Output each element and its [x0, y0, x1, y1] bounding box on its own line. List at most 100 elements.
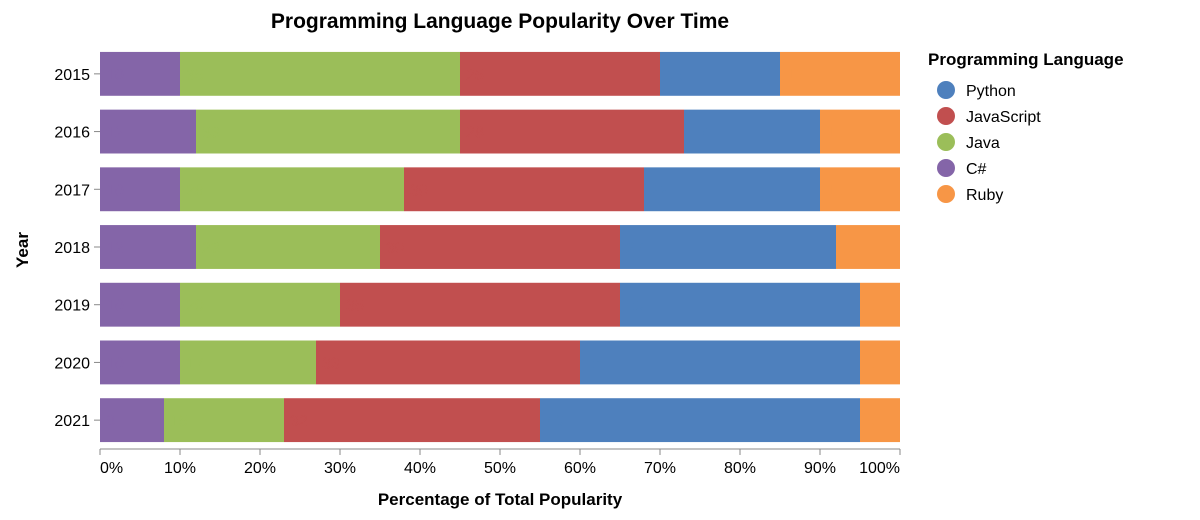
x-tick-label-9: 90% [804, 460, 836, 477]
bar-python-2017 [644, 167, 820, 212]
bar-label-javascript-2016: 28 [466, 125, 484, 142]
y-axis: 2015 2016 2017 2018 2019 2020 2021 [54, 67, 100, 430]
y-tick-label-2018: 2018 [54, 240, 90, 257]
bar-label-javascript-2018: 30 [386, 240, 404, 257]
bar-ruby-2021 [860, 398, 900, 443]
bar-label-javascript-2019: 35 [346, 298, 364, 315]
y-tick-label-2020: 2020 [54, 355, 90, 372]
bar-label-csharp-2021: 8 [106, 413, 115, 430]
x-tick-label-2: 20% [244, 460, 276, 477]
bar-label-java-2016: 33 [202, 125, 220, 142]
bar-label-csharp-2018: 12 [106, 240, 124, 257]
bar-javascript-2016 [460, 109, 684, 154]
bar-label-javascript-2015: 25 [466, 67, 484, 84]
bar-label-python-2019: 30 [626, 298, 644, 315]
bar-label-ruby-2017: 10 [826, 182, 844, 199]
bar-ruby-2015 [780, 51, 900, 96]
y-tick-label-2021: 2021 [54, 413, 90, 430]
bar-javascript-2017 [404, 167, 644, 212]
bar-csharp-2021 [100, 398, 164, 443]
x-axis: 0% 10% 20% 30% 40% 50% 60% 70% 80% 90% 100% [99, 448, 901, 477]
bar-python-2015 [660, 51, 780, 96]
bar-java-2019 [180, 282, 340, 327]
y-axis-title: Year [13, 232, 32, 268]
bar-label-ruby-2019: 5 [866, 298, 875, 315]
bar-label-javascript-2021: 32 [290, 413, 308, 430]
bar-label-csharp-2019: 10 [106, 298, 124, 315]
x-tick-label-4: 40% [404, 460, 436, 477]
bar-javascript-2018 [380, 225, 620, 269]
legend-label-javascript: JavaScript [966, 109, 1041, 126]
bar-label-python-2017: 22 [650, 182, 668, 199]
x-tick-label-0: 0% [100, 460, 123, 477]
bar-ruby-2020 [860, 340, 900, 385]
bar-javascript-2021 [284, 398, 540, 443]
bar-label-csharp-2020: 10 [106, 355, 124, 372]
bar-label-python-2021: 40 [546, 413, 564, 430]
x-tick-label-8: 80% [724, 460, 756, 477]
bar-csharp-2017 [100, 167, 180, 212]
bar-label-python-2020: 35 [586, 355, 604, 372]
bar-ruby-2019 [860, 282, 900, 327]
bar-label-ruby-2016: 10 [826, 125, 844, 142]
y-tick-label-2019: 2019 [54, 298, 90, 315]
bar-label-csharp-2015: 10 [106, 67, 124, 84]
bar-csharp-2015 [100, 51, 180, 96]
x-axis-title: Percentage of Total Popularity [378, 490, 623, 509]
bar-python-2021 [540, 398, 860, 443]
legend-swatch-javascript [937, 107, 955, 125]
bar-label-python-2018: 27 [626, 240, 644, 257]
bar-csharp-2016 [100, 109, 196, 154]
bar-python-2020 [580, 340, 860, 385]
bar-javascript-2015 [460, 51, 660, 96]
bar-label-java-2018: 23 [202, 240, 220, 257]
bar-python-2019 [620, 282, 860, 327]
bars-layer [100, 51, 900, 443]
y-tick-label-2015: 2015 [54, 67, 90, 84]
bar-label-javascript-2020: 33 [322, 355, 340, 372]
bar-csharp-2018 [100, 225, 196, 269]
x-tick-label-6: 60% [564, 460, 596, 477]
bar-ruby-2018 [836, 225, 900, 269]
bar-java-2021 [164, 398, 284, 443]
chart-title: Programming Language Popularity Over Tim… [271, 10, 729, 33]
bar-label-java-2019: 20 [186, 298, 204, 315]
bar-ruby-2017 [820, 167, 900, 212]
legend: Programming Language Python JavaScript Jav… [928, 50, 1124, 204]
bar-python-2016 [684, 109, 820, 154]
bar-label-ruby-2015: 15 [786, 67, 804, 84]
bar-java-2017 [180, 167, 404, 212]
legend-title: Programming Language [928, 50, 1124, 69]
bar-label-java-2017: 28 [186, 182, 204, 199]
bar-label-java-2015: 35 [186, 67, 204, 84]
bar-java-2015 [180, 51, 460, 96]
legend-label-ruby: Ruby [966, 187, 1003, 204]
legend-swatch-ruby [937, 185, 955, 203]
legend-label-csharp: C# [966, 161, 987, 178]
bar-label-csharp-2016: 12 [106, 125, 124, 142]
bar-label-ruby-2020: 5 [866, 355, 875, 372]
y-tick-label-2016: 2016 [54, 125, 90, 142]
bar-label-ruby-2018: 8 [842, 240, 851, 257]
bar-label-java-2021: 15 [170, 413, 188, 430]
bar-labels-layer: 10 35 25 15 15 12 33 28 17 10 10 28 30 22 10 12 23 30 27 8 1… [106, 67, 875, 430]
x-tick-label-3: 30% [324, 460, 356, 477]
bar-label-java-2020: 17 [186, 355, 204, 372]
bar-label-ruby-2021: 5 [866, 413, 875, 430]
bar-ruby-2016 [820, 109, 900, 154]
bar-label-python-2016: 17 [690, 125, 708, 142]
x-tick-label-1: 10% [164, 460, 196, 477]
bar-csharp-2020 [100, 340, 180, 385]
x-tick-label-5: 50% [484, 460, 516, 477]
bar-java-2020 [180, 340, 316, 385]
bar-csharp-2019 [100, 282, 180, 327]
legend-label-java: Java [966, 135, 1000, 152]
x-tick-label-7: 70% [644, 460, 676, 477]
legend-swatch-python [937, 81, 955, 99]
y-tick-label-2017: 2017 [54, 182, 90, 199]
legend-swatch-java [937, 133, 955, 151]
x-tick-label-10: 100% [859, 460, 900, 477]
bar-label-csharp-2017: 10 [106, 182, 124, 199]
bar-java-2016 [196, 109, 460, 154]
